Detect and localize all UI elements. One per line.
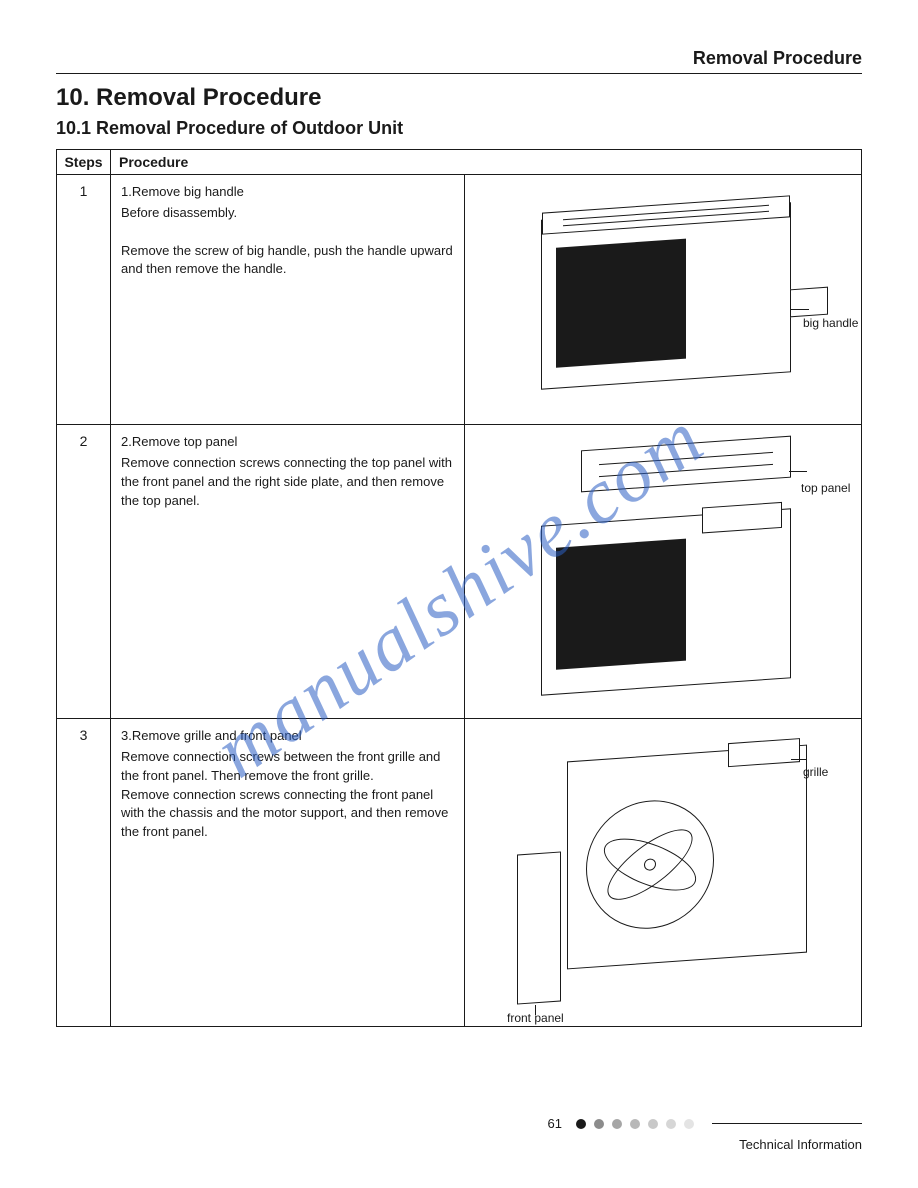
section-title: 10. Removal Procedure bbox=[56, 84, 862, 112]
step-description: 1.Remove big handle Before disassembly. … bbox=[111, 175, 465, 425]
step-text: Before disassembly. Remove the screw of … bbox=[121, 204, 454, 279]
step-number: 1 bbox=[57, 175, 111, 425]
page-number: 61 bbox=[548, 1116, 562, 1131]
footer-rule bbox=[712, 1123, 862, 1124]
step-description: 2.Remove top panel Remove connection scr… bbox=[111, 425, 465, 719]
figure-label-grille: grille bbox=[803, 765, 828, 779]
page-footer: 61 Technical Information bbox=[0, 1116, 918, 1152]
figure-label: big handle bbox=[803, 316, 858, 330]
step-title: 1.Remove big handle bbox=[121, 183, 454, 202]
step-figure: big handle bbox=[465, 175, 862, 425]
dot-icon bbox=[684, 1119, 694, 1129]
step-title: 3.Remove grille and front panel bbox=[121, 727, 454, 746]
col-procedure-header: Procedure bbox=[111, 150, 862, 175]
step-title: 2.Remove top panel bbox=[121, 433, 454, 452]
header-rule bbox=[56, 73, 862, 74]
table-row: 2 2.Remove top panel Remove connection s… bbox=[57, 425, 862, 719]
procedure-table: Steps Procedure 1 1.Remove big handle Be… bbox=[56, 149, 862, 1027]
step-number: 3 bbox=[57, 719, 111, 1027]
col-steps-header: Steps bbox=[57, 150, 111, 175]
section-number: 10. bbox=[56, 84, 89, 111]
table-row: 3 3.Remove grille and front panel Remove… bbox=[57, 719, 862, 1027]
table-row: 1 1.Remove big handle Before disassembly… bbox=[57, 175, 862, 425]
step-number: 2 bbox=[57, 425, 111, 719]
footer-text: Technical Information bbox=[56, 1137, 862, 1152]
step-description: 3.Remove grille and front panel Remove c… bbox=[111, 719, 465, 1027]
section-title-text: Removal Procedure bbox=[96, 84, 321, 111]
footer-dots: 61 bbox=[56, 1116, 862, 1131]
step-figure: top panel bbox=[465, 425, 862, 719]
step-figure: grille front panel bbox=[465, 719, 862, 1027]
figure-label: top panel bbox=[801, 481, 850, 495]
dot-icon bbox=[648, 1119, 658, 1129]
subsection-title: 10.1 Removal Procedure of Outdoor Unit bbox=[56, 118, 862, 139]
step-text: Remove connection screws between the fro… bbox=[121, 748, 454, 842]
dot-icon bbox=[594, 1119, 604, 1129]
dot-icon bbox=[666, 1119, 676, 1129]
page-header: Removal Procedure bbox=[56, 48, 862, 69]
header-text: Removal Procedure bbox=[693, 48, 862, 68]
step-text: Remove connection screws connecting the … bbox=[121, 454, 454, 511]
dot-icon bbox=[612, 1119, 622, 1129]
dot-icon bbox=[576, 1119, 586, 1129]
dot-icon bbox=[630, 1119, 640, 1129]
